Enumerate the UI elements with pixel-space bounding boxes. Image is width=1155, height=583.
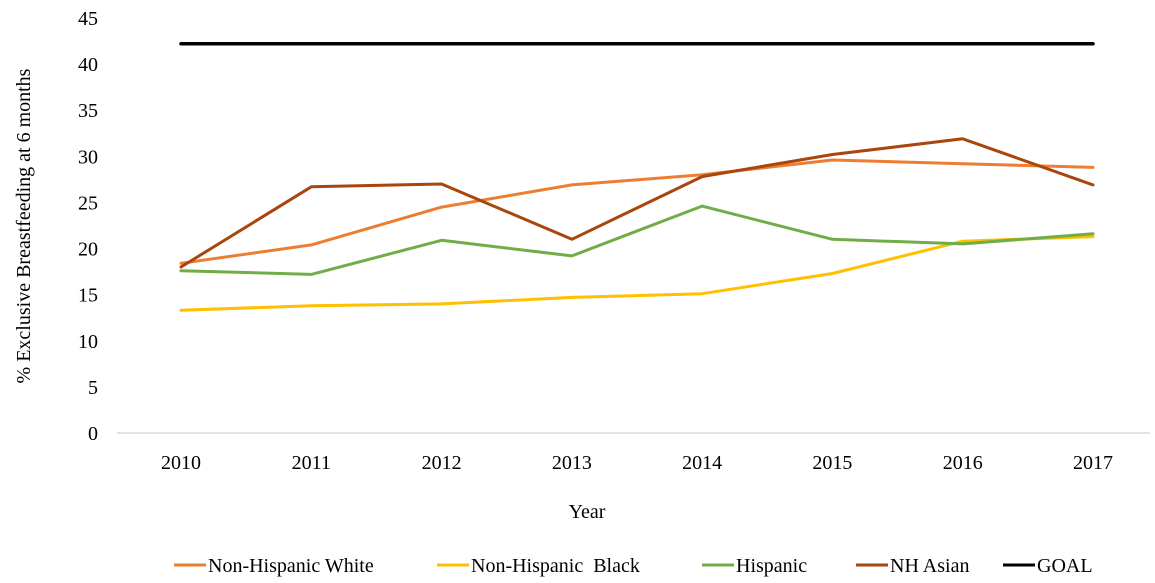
x-tick-label: 2011 <box>292 452 331 474</box>
y-tick-label: 0 <box>88 423 98 445</box>
legend-label: NH Asian <box>890 555 969 577</box>
series-line-nh-asian <box>179 137 1095 269</box>
x-tick-label: 2012 <box>422 452 462 474</box>
legend-item-hispanic: Hispanic <box>702 555 807 577</box>
x-tick-label: 2017 <box>1073 452 1113 474</box>
x-tick-label: 2015 <box>812 452 852 474</box>
legend-label: Hispanic <box>736 555 807 577</box>
y-tick-label: 35 <box>78 100 98 122</box>
y-tick-label: 5 <box>88 377 98 399</box>
y-tick-label: 40 <box>78 54 98 76</box>
legend-label: Non-Hispanic Black <box>471 555 640 577</box>
x-tick-label: 2010 <box>161 452 201 474</box>
legend-label: GOAL <box>1037 555 1093 577</box>
series-line-non-hispanic-white <box>179 158 1095 265</box>
y-tick-label: 45 <box>78 8 98 30</box>
legend-item-non-hispanic-black: Non-Hispanic Black <box>437 555 640 577</box>
y-tick-label: 30 <box>78 146 98 168</box>
x-axis-ticks: 2010 2011 2012 2013 2014 2015 2016 2017 <box>161 452 1113 474</box>
y-axis-title: % Exclusive Breastfeeding at 6 months <box>13 68 35 383</box>
y-tick-label: 15 <box>78 285 98 307</box>
y-tick-label: 25 <box>78 192 98 214</box>
legend-label: Non-Hispanic White <box>208 555 374 577</box>
y-axis-ticks: 0 5 10 15 20 25 30 35 40 45 <box>78 8 98 445</box>
x-tick-label: 2016 <box>943 452 983 474</box>
legend: Non-Hispanic White Non-Hispanic Black Hisp… <box>174 555 1093 577</box>
x-tick-label: 2014 <box>682 452 722 474</box>
series-line-hispanic <box>179 204 1095 276</box>
y-tick-label: 10 <box>78 331 98 353</box>
series-lines <box>179 42 1095 312</box>
x-axis-title: Year <box>569 501 606 523</box>
legend-item-non-hispanic-white: Non-Hispanic White <box>174 555 374 577</box>
legend-item-goal: GOAL <box>1003 555 1093 577</box>
x-tick-label: 2013 <box>552 452 592 474</box>
y-tick-label: 20 <box>78 239 98 261</box>
series-line-non-hispanic-black <box>179 235 1095 312</box>
legend-item-nh-asian: NH Asian <box>856 555 969 577</box>
